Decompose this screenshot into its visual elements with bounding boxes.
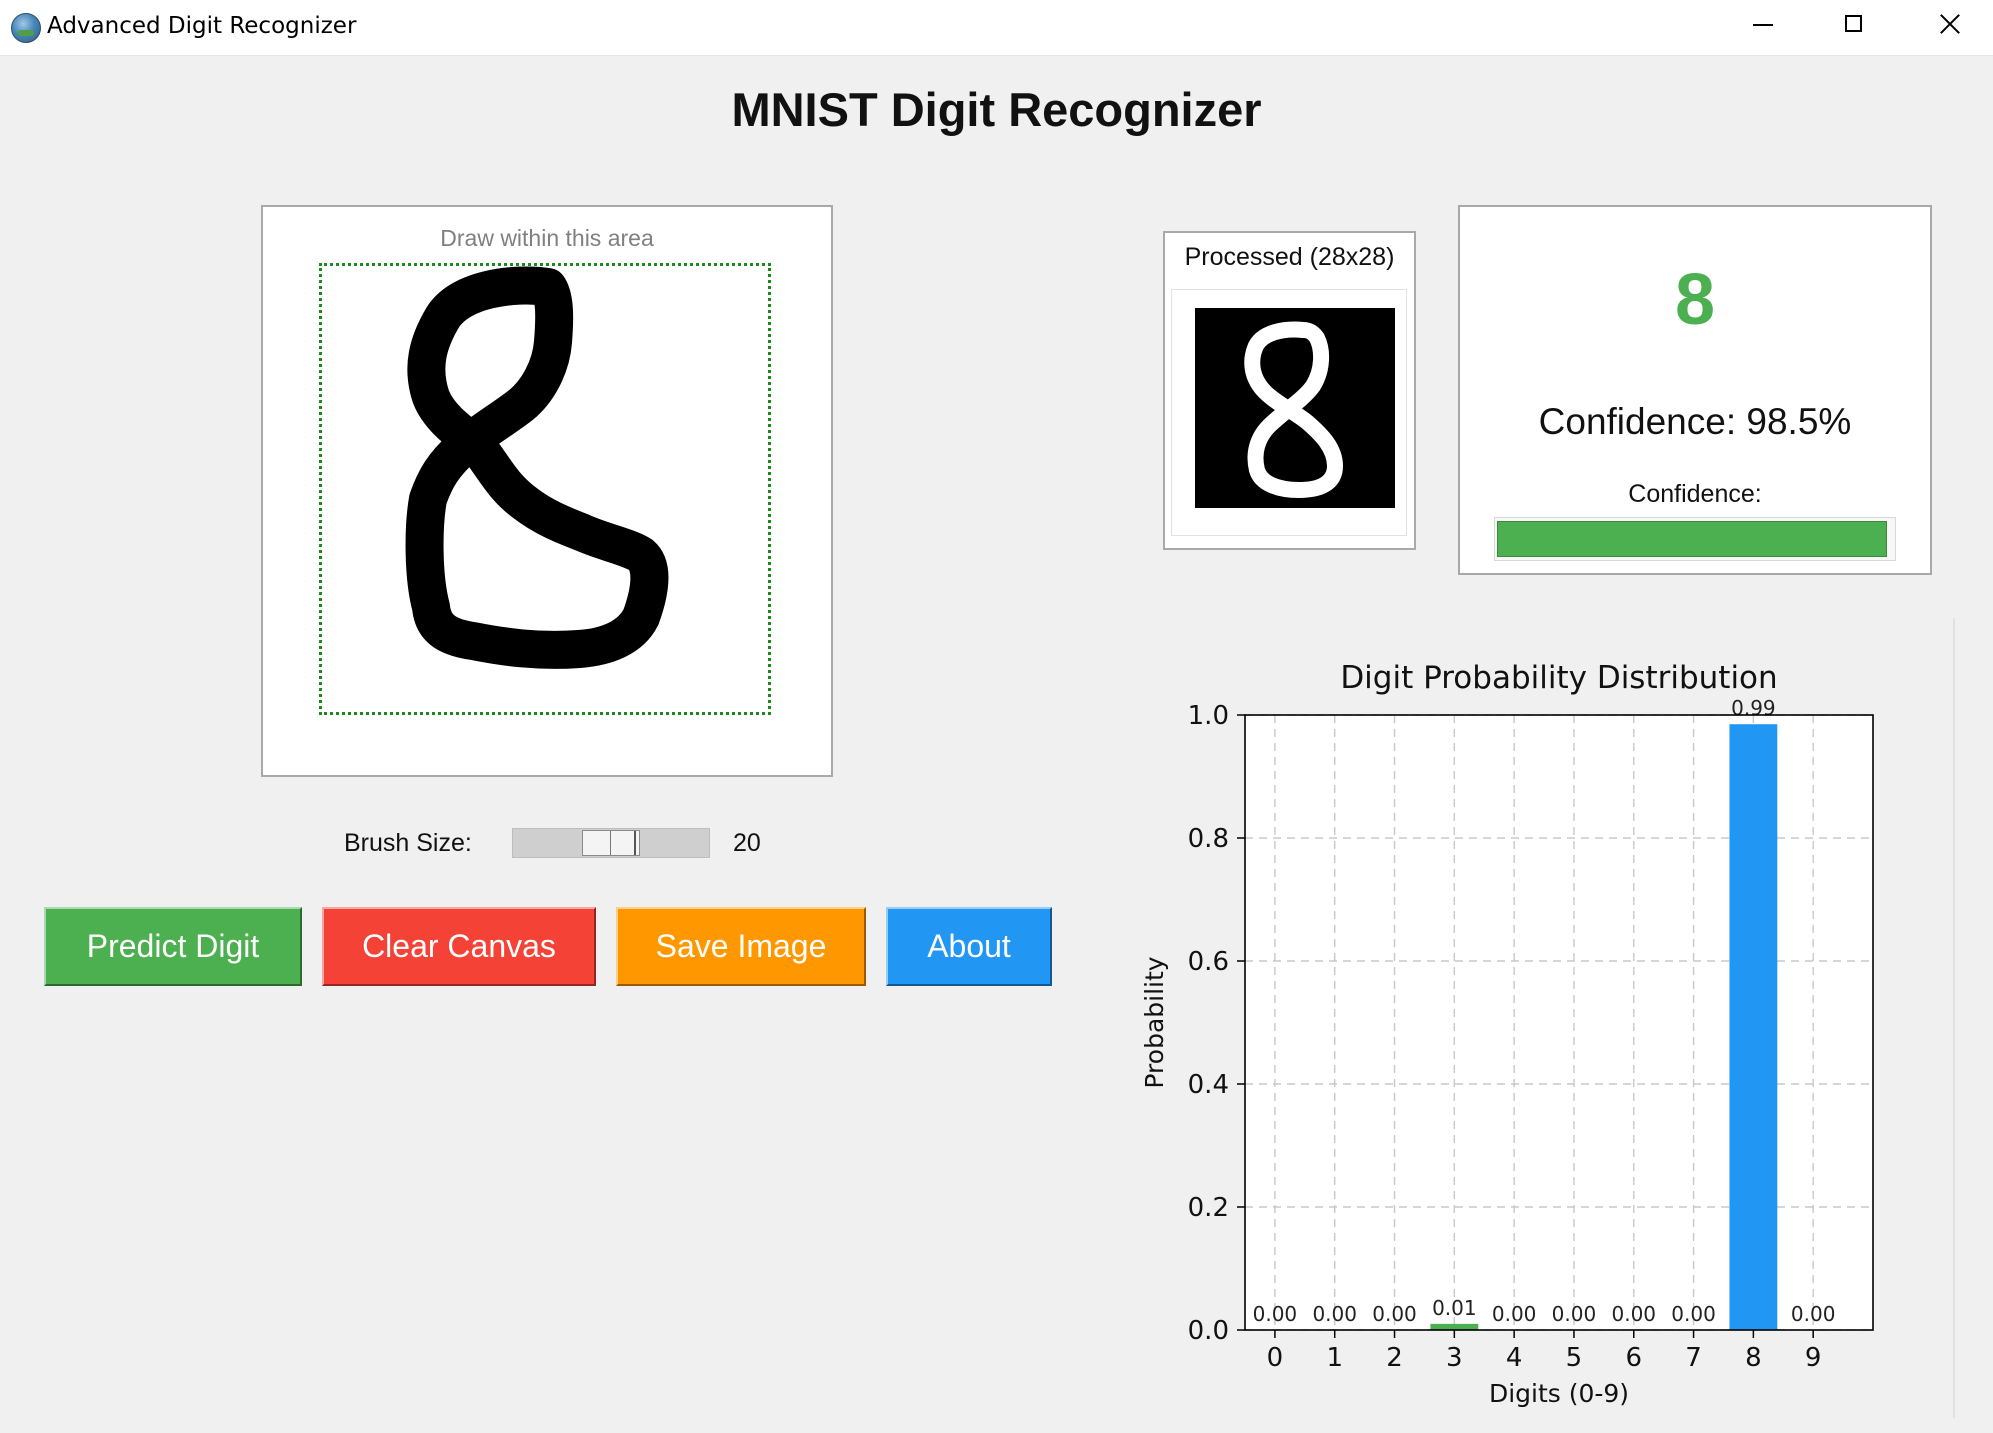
- drawing-hint: Draw within this area: [440, 225, 654, 251]
- minimize-icon[interactable]: [1717, 0, 1809, 48]
- processed-preview-panel: Processed (28x28): [1163, 231, 1416, 550]
- confidence-text: Confidence: 98.5%: [1538, 401, 1852, 442]
- predicted-digit: 8: [1674, 260, 1716, 340]
- chart-y-tick-label: 0.0: [1188, 1316, 1229, 1346]
- chart-y-tick-label: 0.2: [1188, 1193, 1229, 1223]
- chart-x-tick-label: 8: [1745, 1343, 1762, 1373]
- chart-x-tick-label: 5: [1566, 1343, 1583, 1373]
- brush-size-value: 20: [733, 829, 761, 857]
- chart-plot-area: [1245, 715, 1873, 1330]
- chart-bar-value-label: 0.00: [1552, 1302, 1597, 1326]
- chart-x-axis-label: Digits (0-9): [1489, 1379, 1629, 1408]
- chart-bar-value-label: 0.00: [1791, 1302, 1836, 1326]
- chart-bar-value-label: 0.00: [1253, 1302, 1298, 1326]
- confidence-progress-fill: [1497, 521, 1887, 557]
- chart-axes-frame: [1244, 714, 1874, 1331]
- processed-image-frame: [1171, 289, 1407, 536]
- chart-y-tick-label: 0.8: [1188, 824, 1229, 854]
- about-button[interactable]: About: [886, 907, 1052, 986]
- chart-x-tick-label: 6: [1625, 1343, 1642, 1373]
- probability-chart: 0.00 0.00 0.00 0.01 0.00 0.00 0.00 0.000.990.00…: [1140, 660, 1874, 1408]
- chart-x-tick-label: 1: [1326, 1343, 1343, 1373]
- brush-size-slider-thumb[interactable]: [582, 830, 640, 856]
- brush-size-label: Brush Size:: [344, 829, 472, 857]
- probability-chart-panel: 0.00 0.00 0.00 0.01 0.00 0.00 0.00 0.00 0.99 0.00…: [1130, 618, 1953, 1418]
- chart-y-tick-label: 1.0: [1188, 701, 1229, 731]
- chart-panel-edge: [1953, 618, 1955, 1418]
- chart-y-tick-label: 0.4: [1188, 1070, 1229, 1100]
- chart-bar-value-label: 0.00: [1611, 1302, 1656, 1326]
- maximize-icon[interactable]: [1809, 0, 1901, 48]
- close-icon[interactable]: [1901, 0, 1993, 48]
- prediction-result-panel: 8 Confidence: 98.5% Confidence:: [1458, 205, 1932, 575]
- clear-canvas-button[interactable]: Clear Canvas: [322, 907, 596, 986]
- app-icon: [11, 13, 41, 43]
- chart-x-tick-label: 9: [1805, 1343, 1822, 1373]
- chart-y-tick-label: 0.6: [1188, 947, 1229, 977]
- chart-bar-value-label: 0.00: [1671, 1302, 1716, 1326]
- confidence-progress-bar: [1494, 517, 1896, 561]
- page-title: MNIST Digit Recognizer: [731, 83, 1262, 136]
- processed-image: [1195, 308, 1395, 508]
- chart-y-axis-label: Probability: [1140, 956, 1169, 1088]
- chart-bar-value-label: 0.00: [1312, 1302, 1357, 1326]
- chart-x-tick-label: 3: [1446, 1343, 1463, 1373]
- chart-x-tick-label: 4: [1506, 1343, 1523, 1373]
- processed-label: Processed (28x28): [1184, 243, 1395, 271]
- chart-x-tick-label: 0: [1267, 1343, 1284, 1373]
- save-image-button[interactable]: Save Image: [616, 907, 866, 986]
- drawing-guide-box: [319, 263, 771, 715]
- chart-bar-value-label: 0.01: [1432, 1296, 1477, 1320]
- chart-bar-value-label: 0.00: [1372, 1302, 1417, 1326]
- chart-bar: [1430, 1323, 1479, 1330]
- chart-title: Digit Probability Distribution: [1340, 660, 1777, 696]
- chart-x-tick-label: 2: [1386, 1343, 1403, 1373]
- window-title: Advanced Digit Recognizer: [47, 13, 357, 39]
- brush-size-slider[interactable]: [512, 828, 710, 858]
- confidence-bar-label: Confidence:: [1628, 480, 1762, 508]
- chart-bar: [1729, 724, 1778, 1330]
- chart-bar-value-label: 0.99: [1731, 696, 1776, 720]
- drawing-canvas[interactable]: Draw within this area: [261, 205, 833, 777]
- title-bar: Advanced Digit Recognizer: [0, 0, 1993, 56]
- chart-x-tick-label: 7: [1685, 1343, 1702, 1373]
- chart-bar-value-label: 0.00: [1492, 1302, 1537, 1326]
- predict-digit-button[interactable]: Predict Digit: [44, 907, 302, 986]
- drawn-digit-stroke: [405, 266, 669, 669]
